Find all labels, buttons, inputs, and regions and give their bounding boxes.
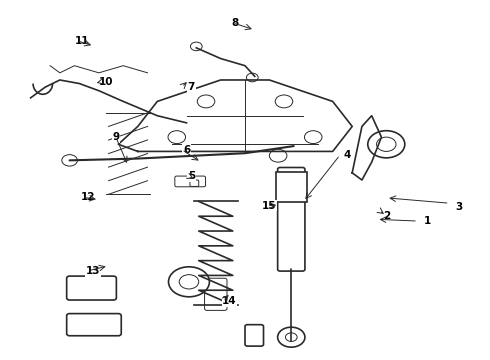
Circle shape [270, 149, 287, 162]
Circle shape [275, 95, 293, 108]
Text: 5: 5 [188, 171, 195, 181]
Circle shape [246, 73, 258, 82]
Text: 14: 14 [222, 296, 237, 306]
FancyBboxPatch shape [175, 176, 205, 187]
FancyBboxPatch shape [276, 172, 307, 202]
Text: 4: 4 [343, 150, 351, 160]
Text: 15: 15 [262, 201, 277, 211]
Text: 10: 10 [99, 77, 113, 87]
Circle shape [304, 131, 322, 144]
FancyBboxPatch shape [245, 325, 264, 346]
Circle shape [197, 95, 215, 108]
Text: 3: 3 [456, 202, 463, 212]
Text: 7: 7 [188, 82, 195, 92]
Text: 13: 13 [86, 266, 100, 276]
Circle shape [62, 155, 77, 166]
Text: 11: 11 [74, 36, 89, 46]
Text: 2: 2 [383, 211, 390, 221]
Text: 6: 6 [183, 145, 190, 155]
Text: 9: 9 [112, 132, 120, 142]
Text: 1: 1 [424, 216, 431, 226]
Text: 12: 12 [81, 192, 96, 202]
Circle shape [168, 131, 186, 144]
Circle shape [278, 327, 305, 347]
Circle shape [368, 131, 405, 158]
Circle shape [376, 137, 396, 152]
FancyBboxPatch shape [204, 278, 227, 310]
FancyBboxPatch shape [67, 276, 116, 300]
Text: 8: 8 [232, 18, 239, 28]
FancyBboxPatch shape [278, 167, 305, 271]
Circle shape [179, 275, 199, 289]
FancyBboxPatch shape [190, 180, 199, 186]
FancyBboxPatch shape [67, 314, 121, 336]
Circle shape [191, 42, 202, 51]
Circle shape [286, 333, 297, 342]
Circle shape [169, 267, 209, 297]
